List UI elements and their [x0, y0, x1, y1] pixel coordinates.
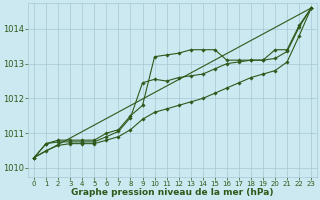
X-axis label: Graphe pression niveau de la mer (hPa): Graphe pression niveau de la mer (hPa): [71, 188, 274, 197]
